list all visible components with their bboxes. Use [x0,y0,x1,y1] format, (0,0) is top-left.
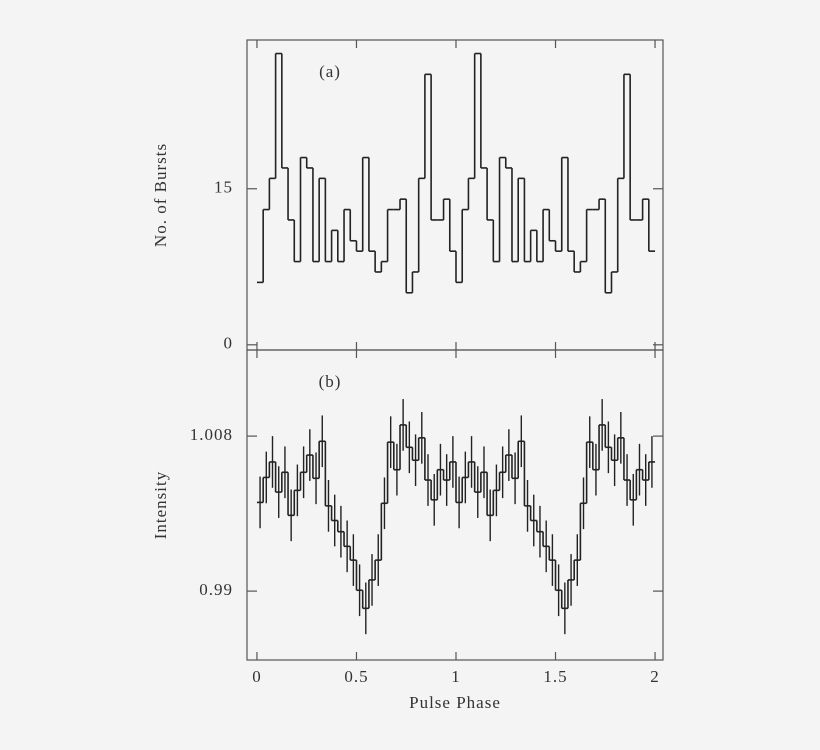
x-tick-label: 0 [252,667,262,686]
x-tick-label: 1 [451,667,461,686]
x-tick-label: 2 [650,667,660,686]
y-axis-label: No. of Bursts [151,143,170,247]
y-tick-label: 1.008 [190,425,233,444]
plot-frame [246,349,664,661]
x-tick-label: 0.5 [344,667,368,686]
annotation: (b) [319,372,342,391]
plot-frame [246,39,664,351]
x-axis-label: Pulse Phase [409,693,501,712]
y-tick-label: 0.99 [199,580,233,599]
y-tick-label: 15 [214,178,233,197]
y-tick-label: 0 [224,334,234,353]
annotation: (a) [319,62,341,81]
x-tick-label: 1.5 [543,667,567,686]
y-axis-label: Intensity [151,471,170,540]
